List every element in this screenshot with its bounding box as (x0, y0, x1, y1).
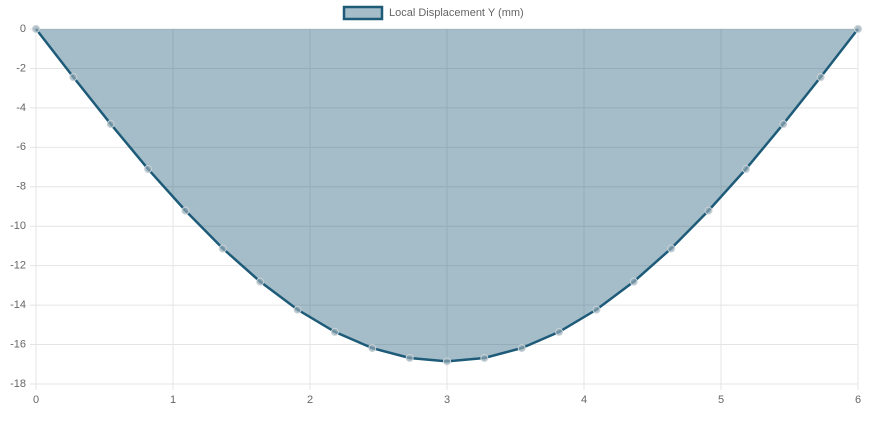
point (256, 277, 265, 286)
point (704, 206, 713, 215)
y-tick-label: -2 (16, 62, 26, 74)
x-tick-label: 5 (718, 394, 724, 406)
point (144, 165, 153, 174)
point (293, 305, 302, 314)
point (405, 353, 414, 362)
point (592, 305, 601, 314)
point (555, 327, 564, 336)
x-tick-label: 2 (307, 394, 313, 406)
point (779, 120, 788, 129)
y-tick-label: -8 (16, 181, 26, 193)
y-tick-label: -18 (10, 378, 26, 390)
y-tick-label: 0 (20, 23, 26, 35)
y-tick-label: -12 (10, 260, 26, 272)
y-tick-label: -10 (10, 220, 26, 232)
point (106, 120, 115, 129)
x-tick-label: 0 (33, 394, 39, 406)
y-tick-label: -4 (16, 102, 26, 114)
x-tick-label: 4 (581, 394, 587, 406)
point (741, 165, 750, 174)
point (218, 244, 227, 253)
point (480, 353, 489, 362)
point (854, 25, 862, 33)
x-tick-label: 3 (444, 394, 450, 406)
legend-swatch (342, 5, 384, 21)
y-tick-label: -14 (10, 299, 26, 311)
x-tick-label: 1 (170, 394, 176, 406)
point (32, 25, 40, 33)
point (667, 244, 676, 253)
y-tick-label: -6 (16, 141, 26, 153)
point (816, 73, 825, 82)
point (69, 73, 78, 82)
y-tick-label: -16 (10, 338, 26, 350)
point (629, 277, 638, 286)
area-fill (36, 29, 858, 362)
point (181, 206, 190, 215)
point (368, 344, 377, 353)
x-tick-label: 6 (855, 394, 861, 406)
point (517, 344, 526, 353)
legend-label: Local Displacement Y (mm) (389, 7, 524, 19)
point (443, 357, 451, 366)
point (330, 327, 339, 336)
